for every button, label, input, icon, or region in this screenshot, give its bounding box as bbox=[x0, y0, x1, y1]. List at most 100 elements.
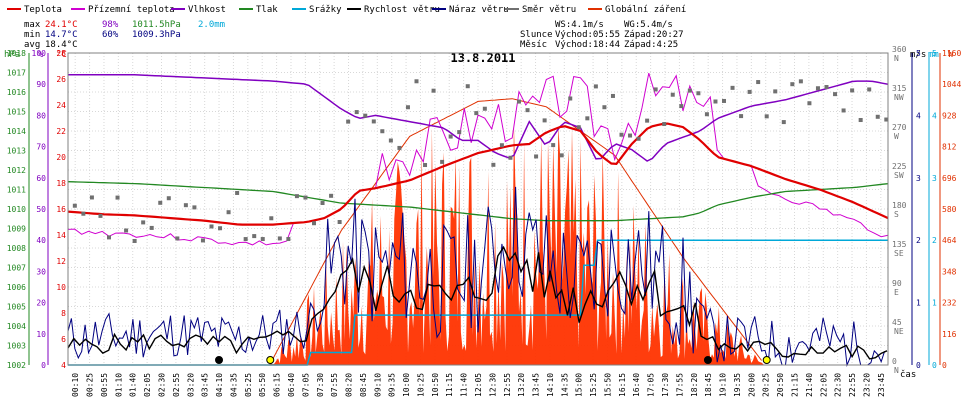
axis-hpa-tick: 1008 bbox=[7, 244, 26, 253]
wind-direction-mark bbox=[850, 88, 855, 93]
axis-ms-tick: 0 bbox=[916, 361, 921, 370]
wind-direction-mark bbox=[423, 163, 428, 168]
stat-max-temp: 24.1°C bbox=[45, 20, 78, 30]
wind-direction-mark bbox=[89, 195, 94, 200]
info-ws: WS:4.1m/s bbox=[555, 20, 604, 30]
wind-direction-mark bbox=[628, 133, 633, 138]
axis-temp-tick: 4 bbox=[61, 361, 66, 370]
x-tick-label: 05:25 bbox=[244, 373, 253, 397]
axis-mm-tick: 4 bbox=[932, 111, 937, 120]
x-tick-label: 17:05 bbox=[647, 373, 656, 397]
wind-direction-mark bbox=[875, 114, 880, 119]
wind-direction-mark bbox=[329, 193, 334, 198]
axis-dir-tick: 315 bbox=[892, 84, 907, 93]
axis-temp-tick: 8 bbox=[61, 309, 66, 318]
wind-direction-mark bbox=[346, 119, 351, 124]
wind-direction-mark bbox=[388, 138, 393, 143]
wind-direction-mark bbox=[448, 134, 453, 139]
axis-dir-tick: 270 bbox=[892, 123, 907, 132]
axis-hpa-tick: 1014 bbox=[7, 127, 26, 136]
info-block: WS:4.1m/s WG:5.4m/s Slunce Východ:05:55 … bbox=[520, 20, 684, 50]
axis-temp-tick: 10 bbox=[56, 283, 66, 292]
wind-direction-mark bbox=[517, 99, 521, 104]
wind-gust-line bbox=[67, 186, 886, 367]
wind-direction-mark bbox=[534, 154, 539, 159]
wind-direction-mark bbox=[260, 237, 265, 242]
wind-direction-mark bbox=[491, 162, 496, 167]
axis-hpa-unit: hPa bbox=[4, 50, 20, 60]
sun-moon-marker bbox=[215, 356, 224, 364]
axis-dir-tick: 180 bbox=[892, 201, 907, 210]
axis-temp-tick: 24 bbox=[56, 101, 66, 110]
wind-direction-mark bbox=[354, 110, 359, 115]
axis-ms-tick: 5 bbox=[916, 49, 921, 58]
axis-ms-tick: 1 bbox=[916, 299, 921, 308]
axis-w-tick: 812 bbox=[942, 143, 957, 152]
x-tick-label: 19:35 bbox=[733, 373, 742, 397]
wind-direction-mark bbox=[713, 99, 718, 104]
axis-dir-label: W bbox=[894, 132, 899, 141]
wind-direction-mark bbox=[525, 108, 530, 113]
left-axes: hPa1002100310041005100610071008100910101… bbox=[4, 49, 67, 370]
wind-direction-mark bbox=[722, 98, 726, 103]
wind-direction-mark bbox=[414, 79, 419, 84]
wind-direction-mark bbox=[739, 114, 744, 119]
x-tick-label: 06:15 bbox=[273, 373, 282, 397]
axis-temp-tick: 6 bbox=[61, 335, 66, 344]
axis-w-tick: 232 bbox=[942, 299, 957, 308]
axis-hpa-tick: 1015 bbox=[7, 108, 26, 117]
wind-direction-mark bbox=[431, 88, 436, 93]
x-tick-label: 07:05 bbox=[301, 373, 310, 397]
axis-mm-unit: mm bbox=[928, 50, 939, 60]
stats-block: max 24.1°C 98% 1011.5hPa 2.0mm min 14.7°… bbox=[24, 20, 225, 50]
wind-direction-mark bbox=[183, 203, 188, 208]
stat-max-label: max bbox=[24, 20, 41, 30]
wind-direction-mark bbox=[312, 221, 316, 226]
wind-direction-mark bbox=[747, 89, 752, 94]
stat-max-rain: 2.0mm bbox=[198, 20, 225, 30]
wind-direction-mark bbox=[320, 201, 325, 206]
x-tick-label: 22:55 bbox=[848, 373, 857, 397]
axis-w-tick: 928 bbox=[942, 111, 957, 120]
x-tick-label: 12:05 bbox=[474, 373, 483, 397]
wind-direction-mark bbox=[115, 195, 120, 200]
wind-direction-mark bbox=[670, 92, 675, 97]
x-tick-label: 03:45 bbox=[201, 373, 210, 397]
x-tick-label: 18:45 bbox=[704, 373, 713, 397]
axis-w-tick: 1160 bbox=[942, 49, 961, 58]
axis-pct-tick: 60 bbox=[36, 174, 46, 183]
axis-w-tick: 580 bbox=[942, 205, 957, 214]
x-tick-label: 00:25 bbox=[86, 373, 95, 397]
stat-min-hum: 60% bbox=[102, 30, 119, 40]
x-tick-label: 01:40 bbox=[129, 373, 138, 397]
stat-max-hum: 98% bbox=[102, 20, 119, 30]
axis-pct-tick: 80 bbox=[36, 111, 46, 120]
x-tick-label: 02:05 bbox=[143, 373, 152, 397]
x-tick-label: 22:05 bbox=[819, 373, 828, 397]
wind-direction-mark bbox=[645, 118, 650, 123]
wind-direction-mark bbox=[781, 120, 786, 125]
x-tick-label: 04:10 bbox=[215, 373, 224, 397]
wind-speed-line bbox=[67, 245, 888, 360]
axis-hpa-tick: 1013 bbox=[7, 147, 26, 156]
x-tick-label: 02:30 bbox=[158, 373, 167, 397]
axis-temp-tick: 18 bbox=[56, 179, 66, 188]
x-tick-label: 05:50 bbox=[258, 373, 267, 397]
x-tick-label: 10:50 bbox=[431, 373, 440, 397]
stat-min-temp: 14.7°C bbox=[45, 30, 78, 40]
wind-direction-mark bbox=[568, 96, 573, 101]
wind-direction-mark bbox=[380, 129, 385, 134]
axis-temp-unit: °C bbox=[56, 50, 67, 60]
axis-hpa-tick: 1009 bbox=[7, 225, 26, 234]
wind-direction-mark bbox=[363, 113, 368, 118]
wind-direction-mark bbox=[884, 117, 889, 122]
x-tick-label: 09:10 bbox=[373, 373, 382, 397]
wind-direction-mark bbox=[610, 93, 615, 98]
wind-direction-mark bbox=[551, 143, 556, 148]
x-tick-label: 21:40 bbox=[805, 373, 814, 397]
axis-temp-tick: 14 bbox=[56, 231, 66, 240]
axis-ms-tick: 4 bbox=[916, 111, 921, 120]
wind-direction-mark bbox=[542, 118, 547, 123]
wind-direction-mark bbox=[679, 104, 684, 109]
axis-w-tick: 0 bbox=[942, 361, 947, 370]
